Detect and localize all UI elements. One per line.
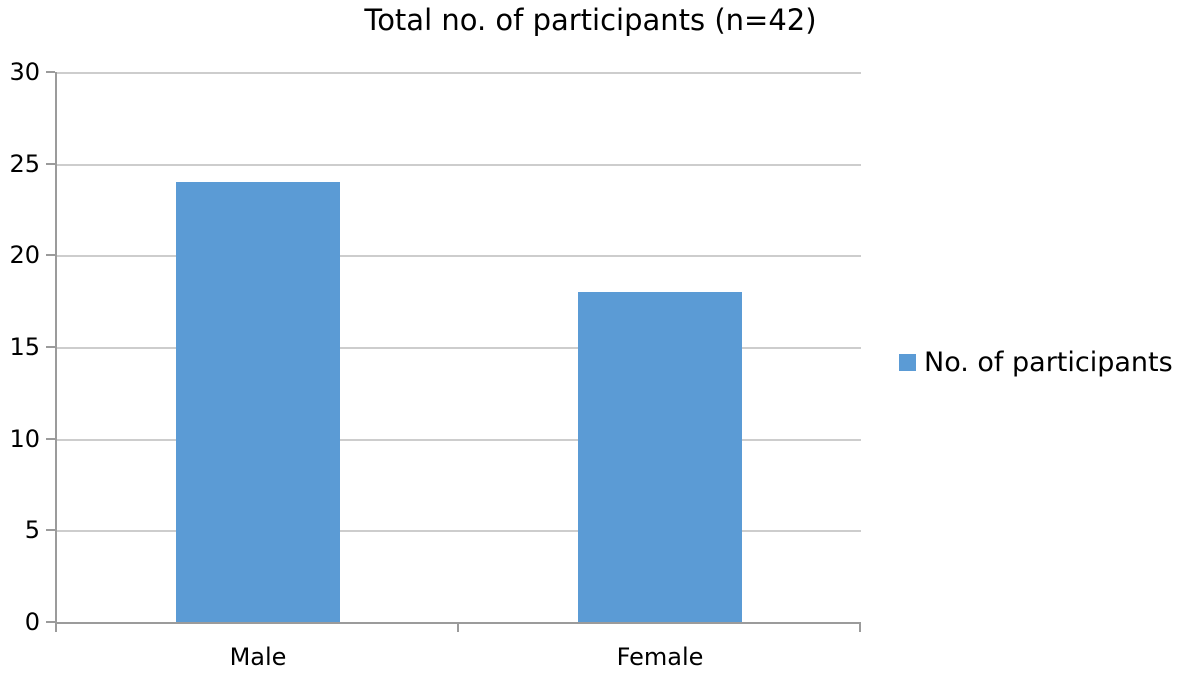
bar-male [176,182,340,622]
x-axis-label-female: Female [616,643,704,671]
y-axis-label-20: 20 [9,241,40,270]
y-tick-10 [46,437,55,440]
gridline-10 [57,438,861,441]
plot-area [55,72,861,624]
y-axis-label-5: 5 [24,516,40,545]
y-axis-label-15: 15 [9,333,40,361]
x-tick-1 [457,624,459,632]
gridline-25 [57,163,861,166]
legend-series-label: No. of participants [924,347,1173,378]
y-tick-20 [46,254,55,257]
x-tick-0 [55,624,57,632]
gridline-30 [57,72,861,74]
y-tick-25 [46,162,55,165]
chart-title: Total no. of participants (n=42) [364,3,817,37]
gridline-20 [57,255,861,258]
bar-female [578,292,742,622]
y-axis-label-25: 25 [9,149,40,178]
legend: No. of participants [899,348,1173,378]
y-axis-labels: 0 5 10 15 20 25 30 [0,0,40,675]
gridline-15 [57,347,861,349]
y-tick-5 [46,529,55,532]
x-tick-2 [859,624,861,632]
y-axis-label-30: 30 [9,58,40,86]
y-tick-0 [46,621,55,623]
y-tick-15 [46,346,55,348]
legend-swatch-icon [899,354,916,371]
x-axis-label-male: Male [229,643,287,671]
gridline-5 [57,530,861,533]
y-tick-30 [46,71,55,73]
y-axis-label-0: 0 [24,608,40,636]
y-axis-label-10: 10 [9,424,40,453]
